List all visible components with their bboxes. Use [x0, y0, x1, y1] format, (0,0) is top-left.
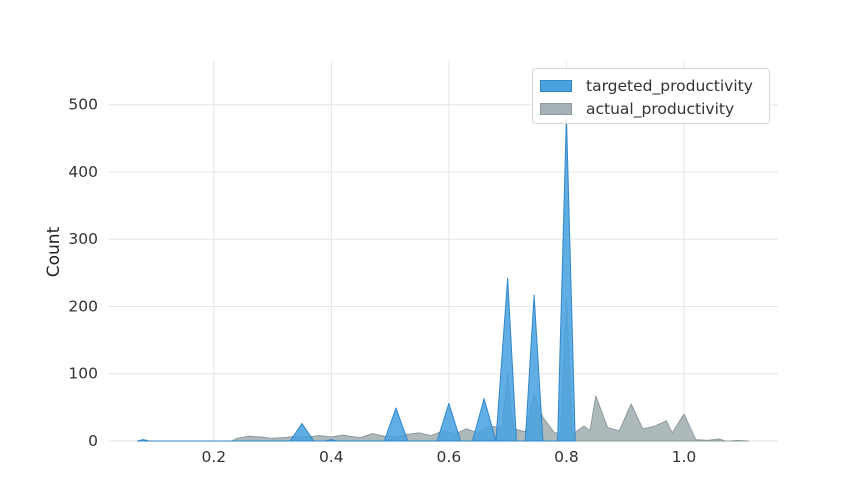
y-tick-label: 400 — [68, 163, 98, 181]
legend-label-targeted: targeted_productivity — [586, 77, 753, 95]
x-tick-label: 0.8 — [554, 448, 579, 466]
y-axis-label: Count — [44, 226, 64, 277]
legend-item-actual: actual_productivity — [540, 99, 734, 119]
x-tick-label: 0.6 — [437, 448, 462, 466]
y-tick-label: 500 — [68, 96, 98, 114]
legend-swatch-actual — [540, 103, 572, 115]
y-tick-label: 100 — [68, 365, 98, 383]
x-tick-label: 0.4 — [319, 448, 344, 466]
x-tick-label: 0.2 — [201, 448, 226, 466]
y-tick-label: 200 — [68, 297, 98, 315]
legend-item-targeted: targeted_productivity — [540, 76, 753, 96]
series-area-targeted-productivity — [136, 115, 576, 442]
tick-layer: 0 100 200 300 400 500 0.2 0.4 0.6 0.8 1.0 — [68, 96, 696, 466]
series-layer — [136, 115, 750, 442]
x-tick-label: 1.0 — [672, 448, 697, 466]
legend-swatch-targeted — [540, 80, 572, 92]
y-tick-label: 0 — [88, 432, 98, 450]
y-tick-label: 300 — [68, 230, 98, 248]
legend: targeted_productivity actual_productivit… — [532, 68, 770, 124]
legend-label-actual: actual_productivity — [586, 100, 735, 118]
